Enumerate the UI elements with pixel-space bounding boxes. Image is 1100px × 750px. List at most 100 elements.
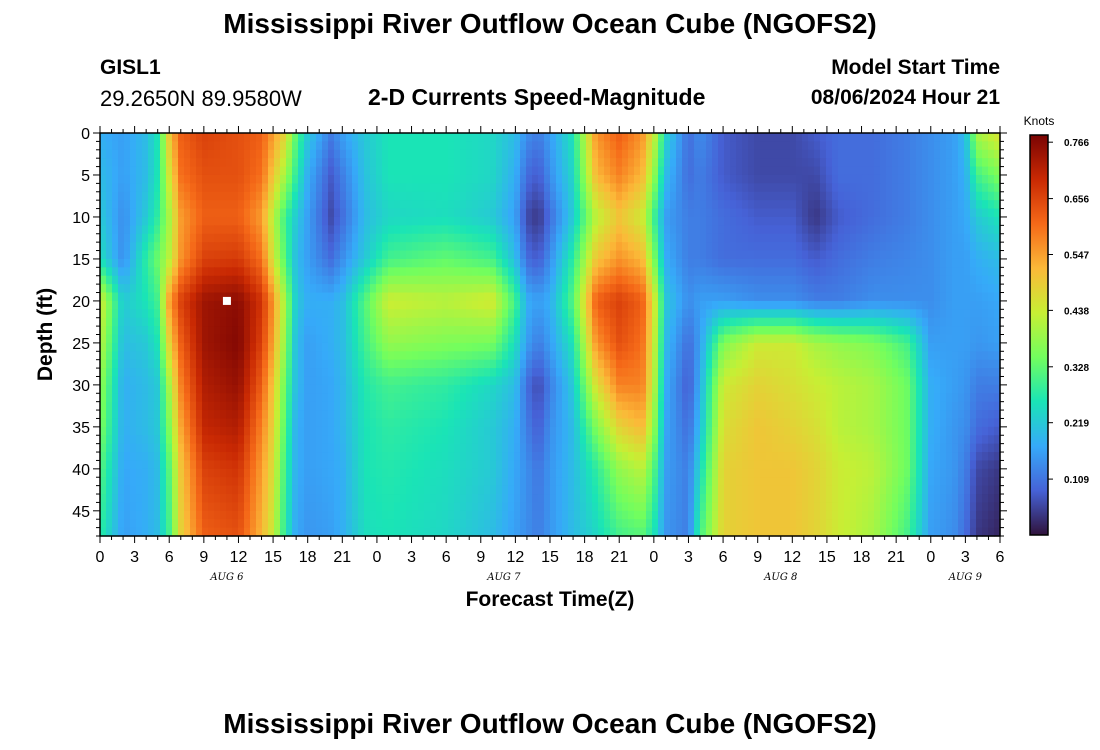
heatmap-cell bbox=[376, 334, 383, 344]
heatmap-cell bbox=[430, 309, 437, 319]
heatmap-cell bbox=[850, 242, 857, 252]
heatmap-cell bbox=[160, 242, 167, 252]
heatmap-cell bbox=[736, 191, 743, 201]
heatmap-cell bbox=[694, 401, 701, 411]
heatmap-cell bbox=[928, 317, 935, 327]
heatmap-cell bbox=[742, 225, 749, 235]
heatmap-cell bbox=[232, 250, 239, 260]
heatmap-cell bbox=[754, 326, 761, 336]
heatmap-cell bbox=[784, 292, 791, 302]
heatmap-cell bbox=[640, 258, 647, 268]
heatmap-cell bbox=[142, 208, 149, 218]
heatmap-cell bbox=[226, 191, 233, 201]
heatmap-cell bbox=[544, 292, 551, 302]
heatmap-cell bbox=[520, 267, 527, 277]
heatmap-cell bbox=[478, 225, 485, 235]
heatmap-cell bbox=[226, 300, 233, 310]
heatmap-cell bbox=[952, 208, 959, 218]
heatmap-cell bbox=[196, 342, 203, 352]
heatmap-cell bbox=[496, 359, 503, 369]
heatmap-cell bbox=[730, 309, 737, 319]
heatmap-cell bbox=[484, 200, 491, 210]
heatmap-cell bbox=[268, 393, 275, 403]
heatmap-cell bbox=[868, 275, 875, 285]
heatmap-cell bbox=[682, 200, 689, 210]
heatmap-cell bbox=[892, 258, 899, 268]
heatmap-cell bbox=[730, 317, 737, 327]
heatmap-cell bbox=[556, 242, 563, 252]
heatmap-cell bbox=[370, 326, 377, 336]
heatmap-cell bbox=[622, 284, 629, 294]
heatmap-cell bbox=[904, 342, 911, 352]
heatmap-cell bbox=[826, 368, 833, 378]
heatmap-cell bbox=[766, 166, 773, 176]
heatmap-cell bbox=[562, 275, 569, 285]
heatmap-cell bbox=[124, 258, 131, 268]
heatmap-cell bbox=[874, 309, 881, 319]
heatmap-cell bbox=[430, 342, 437, 352]
heatmap-cell bbox=[268, 158, 275, 168]
heatmap-cell bbox=[916, 351, 923, 361]
heatmap-cell bbox=[478, 317, 485, 327]
heatmap-cell bbox=[886, 233, 893, 243]
heatmap-cell bbox=[886, 300, 893, 310]
heatmap-cell bbox=[448, 174, 455, 184]
heatmap-cell bbox=[424, 317, 431, 327]
heatmap-cell bbox=[568, 292, 575, 302]
heatmap-cell bbox=[496, 225, 503, 235]
heatmap-cell bbox=[118, 200, 125, 210]
heatmap-cell bbox=[472, 351, 479, 361]
heatmap-cell bbox=[784, 393, 791, 403]
heatmap-cell bbox=[316, 216, 323, 226]
heatmap-cell bbox=[454, 342, 461, 352]
heatmap-cell bbox=[364, 216, 371, 226]
heatmap-cell bbox=[916, 216, 923, 226]
heatmap-cell bbox=[484, 393, 491, 403]
heatmap-cell bbox=[694, 376, 701, 386]
heatmap-cell bbox=[526, 191, 533, 201]
heatmap-cell bbox=[796, 351, 803, 361]
heatmap-cell bbox=[664, 133, 671, 142]
heatmap-cell bbox=[394, 393, 401, 403]
heatmap-cell bbox=[916, 384, 923, 394]
heatmap-cell bbox=[814, 133, 821, 142]
heatmap-cell bbox=[208, 216, 215, 226]
heatmap-cell bbox=[538, 216, 545, 226]
heatmap-cell bbox=[826, 376, 833, 386]
heatmap-cell bbox=[484, 267, 491, 277]
heatmap-cell bbox=[286, 133, 293, 142]
heatmap-cell bbox=[544, 317, 551, 327]
heatmap-cell bbox=[496, 275, 503, 285]
heatmap-cell bbox=[256, 284, 263, 294]
heatmap-cell bbox=[196, 284, 203, 294]
heatmap-cell bbox=[628, 401, 635, 411]
heatmap-cell bbox=[448, 233, 455, 243]
heatmap-cell bbox=[712, 334, 719, 344]
heatmap-cell bbox=[232, 267, 239, 277]
heatmap-cell bbox=[142, 384, 149, 394]
heatmap-cell bbox=[262, 342, 269, 352]
heatmap-cell bbox=[934, 183, 941, 193]
heatmap-cell bbox=[466, 242, 473, 252]
heatmap-cell bbox=[328, 334, 335, 344]
heatmap-cell bbox=[352, 326, 359, 336]
heatmap-cell bbox=[748, 133, 755, 142]
heatmap-cell bbox=[886, 174, 893, 184]
heatmap-cell bbox=[574, 133, 581, 142]
heatmap-cell bbox=[784, 158, 791, 168]
heatmap-cell bbox=[928, 401, 935, 411]
heatmap-cell bbox=[496, 233, 503, 243]
heatmap-cell bbox=[496, 216, 503, 226]
heatmap-cell bbox=[718, 208, 725, 218]
heatmap-cell bbox=[424, 242, 431, 252]
heatmap-cell bbox=[244, 326, 251, 336]
heatmap-cell bbox=[100, 351, 107, 361]
heatmap-cell bbox=[562, 183, 569, 193]
heatmap-cell bbox=[880, 359, 887, 369]
heatmap-cell bbox=[502, 309, 509, 319]
heatmap-cell bbox=[334, 334, 341, 344]
heatmap-cell bbox=[766, 216, 773, 226]
heatmap-cell bbox=[148, 292, 155, 302]
heatmap-cell bbox=[880, 401, 887, 411]
heatmap-cell bbox=[382, 393, 389, 403]
